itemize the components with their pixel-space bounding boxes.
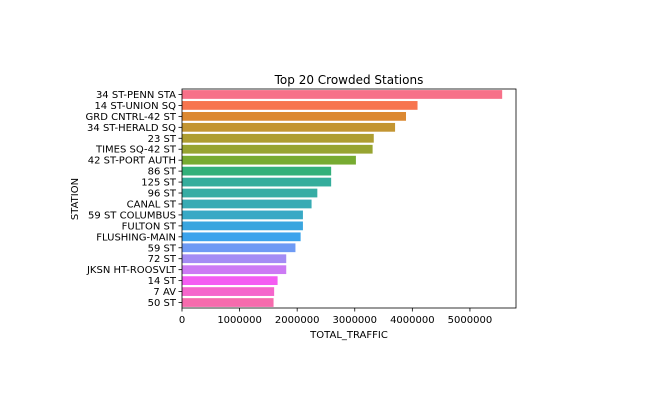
y-tick-label: 96 ST <box>148 189 177 200</box>
bar <box>182 166 332 176</box>
bar <box>182 101 418 110</box>
x-tick-label: 1000000 <box>217 315 262 326</box>
bar <box>182 287 275 296</box>
bar <box>182 155 356 165</box>
bar <box>182 122 396 132</box>
bar <box>182 243 296 253</box>
x-tick-label: 2000000 <box>275 315 320 326</box>
bar <box>182 133 374 143</box>
y-tick-label: FLUSHING-MAIN <box>96 232 176 243</box>
x-ticks: 0 1000000 2000000 3000000 4000000 5000000 <box>179 308 492 326</box>
bar <box>182 199 312 209</box>
y-tick-label: JKSN HT-ROOSVLT <box>86 265 177 276</box>
y-tick-label: 86 ST <box>148 167 177 178</box>
bar <box>182 111 407 121</box>
y-tick-label: 34 ST-PENN STA <box>96 90 176 101</box>
bar <box>182 177 332 187</box>
x-tick-label: 4000000 <box>390 315 435 326</box>
x-tick-label: 0 <box>179 315 185 326</box>
x-axis-label: TOTAL_TRAFFIC <box>309 330 388 341</box>
y-tick-label: 59 ST COLUMBUS <box>88 210 176 221</box>
chart-title: Top 20 Crowded Stations <box>274 73 424 87</box>
bar <box>182 90 503 99</box>
y-tick-label: GRD CNTRL-42 ST <box>86 112 177 123</box>
y-tick-label: TIMES SQ-42 ST <box>95 145 177 156</box>
y-tick-label: 125 ST <box>141 178 177 189</box>
y-tick-label: 72 ST <box>148 254 177 265</box>
x-tick-label: 5000000 <box>448 315 493 326</box>
y-tick-label: 23 ST <box>148 134 177 145</box>
bar <box>182 276 278 286</box>
bar <box>182 221 303 231</box>
bar <box>182 144 373 154</box>
y-tick-label: FULTON ST <box>122 221 177 232</box>
y-tick-label: 42 ST-PORT AUTH <box>88 156 176 167</box>
bar <box>182 188 318 198</box>
y-tick-label: CANAL ST <box>127 199 177 210</box>
bar <box>182 232 301 242</box>
x-tick-label: 3000000 <box>332 315 377 326</box>
bar <box>182 265 287 275</box>
y-tick-label: 59 ST <box>148 243 177 254</box>
y-tick-label: 14 ST-UNION SQ <box>94 101 176 112</box>
bar <box>182 210 303 220</box>
y-axis-label: STATION <box>70 178 81 220</box>
y-tick-label: 34 ST-HERALD SQ <box>87 123 176 134</box>
y-tick-label: 50 ST <box>148 298 177 309</box>
plot-frame <box>181 88 517 309</box>
bar <box>182 254 287 264</box>
bar <box>182 298 274 307</box>
y-tick-label: 7 AV <box>153 287 176 298</box>
bars-group <box>182 90 503 307</box>
y-tick-label: 14 ST <box>148 276 177 287</box>
